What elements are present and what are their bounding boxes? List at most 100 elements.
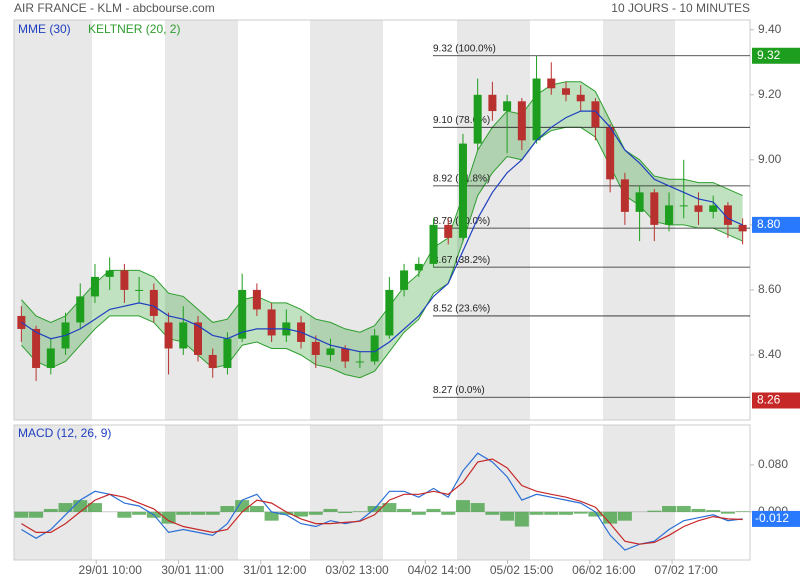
candle-body — [665, 205, 674, 225]
fib-label: 8.67 (38.2%) — [433, 255, 490, 266]
histogram-bar — [426, 508, 441, 512]
candle-body — [414, 263, 423, 271]
price-marker-label: 8.26 — [757, 393, 781, 407]
histogram-bar — [176, 511, 191, 515]
fib-label: 8.27 (0.0%) — [433, 385, 485, 396]
histogram-bar — [249, 506, 264, 512]
histogram-bar — [514, 511, 529, 527]
y-tick-label: 8.40 — [758, 347, 782, 361]
histogram-bar — [735, 511, 750, 512]
price-marker — [752, 47, 800, 64]
histogram-bar — [352, 511, 367, 512]
histogram-bar — [485, 511, 500, 515]
candle-body — [355, 361, 364, 363]
candle-body — [311, 341, 320, 355]
histogram-bar — [279, 511, 294, 515]
histogram-bar — [73, 500, 88, 512]
macd-line — [21, 458, 743, 545]
histogram-bar — [338, 511, 353, 514]
x-tick-label: 30/01 11:00 — [161, 563, 224, 577]
candle-body — [606, 127, 615, 180]
histogram-bar — [617, 511, 632, 521]
histogram-bar — [220, 506, 235, 512]
y-tick-label: 9.20 — [758, 87, 782, 101]
page-title: AIR FRANCE - KLM - abcbourse.com — [14, 1, 215, 15]
candle-body — [738, 224, 747, 232]
histogram-bar — [441, 511, 456, 515]
day-shading — [14, 20, 675, 560]
price-marker-label: 9.32 — [757, 48, 781, 62]
candle-body — [32, 328, 41, 368]
candle-body — [723, 205, 732, 225]
histogram-bar — [411, 511, 426, 515]
shade — [14, 425, 92, 560]
candle-body — [208, 354, 217, 368]
candle-body — [341, 348, 350, 362]
candle-body — [679, 205, 688, 207]
histogram-bar — [647, 510, 662, 512]
candle-body — [576, 94, 585, 102]
histogram-bar — [662, 506, 677, 512]
y-tick-label: 9.00 — [758, 152, 782, 166]
histogram-bar — [29, 511, 44, 518]
histogram-bar — [43, 508, 58, 512]
histogram-bar — [588, 511, 603, 517]
candle-body — [429, 224, 438, 264]
histogram-bar — [573, 511, 588, 514]
candle-body — [179, 322, 188, 349]
y-tick-label: 8.60 — [758, 282, 782, 296]
histogram-bar — [676, 506, 691, 512]
candle-body — [473, 94, 482, 144]
x-tick-label: 04/02 14:00 — [408, 563, 472, 577]
histogram-bar — [500, 511, 515, 521]
candle-body — [135, 289, 144, 291]
histogram-bar — [308, 511, 323, 515]
histogram-bar — [87, 503, 102, 512]
histogram-bar — [470, 503, 485, 512]
candle-body — [503, 101, 512, 112]
histogram-bar — [14, 511, 29, 518]
macd-line — [21, 452, 743, 551]
candle-body — [149, 289, 158, 316]
shade — [603, 20, 675, 420]
histogram-bar — [58, 503, 73, 512]
y-tick-label: 0.080 — [758, 457, 788, 471]
histogram-bar — [559, 511, 573, 515]
fib-label: 9.32 (100.0%) — [433, 43, 496, 54]
histogram-bar — [720, 511, 735, 514]
histogram-bar — [544, 511, 559, 515]
candle-body — [46, 348, 55, 368]
candle-body — [532, 78, 541, 141]
mme-line — [21, 110, 743, 353]
macd-marker — [752, 510, 800, 527]
histogram-bar — [529, 511, 544, 515]
histogram-bar — [235, 500, 250, 512]
price-frame — [13, 19, 751, 421]
shade — [603, 425, 675, 560]
legend-mme: MME (30) — [18, 22, 71, 36]
price-marker-label: 8.80 — [757, 217, 781, 231]
candle-body — [488, 94, 497, 112]
x-tick-label: 06/02 16:00 — [572, 563, 636, 577]
candle-body — [223, 338, 232, 368]
histogram-bar — [264, 511, 279, 521]
candle-body — [90, 276, 99, 297]
histogram-bar — [382, 503, 397, 512]
candle-body — [444, 224, 453, 238]
candle-body — [591, 101, 600, 128]
macd-title: MACD (12, 26, 9) — [18, 426, 111, 440]
fib-label: 8.52 (23.6%) — [433, 304, 490, 315]
keltner-band — [21, 81, 743, 378]
period: 10 JOURS - 10 MINUTES — [611, 1, 750, 15]
histogram-bar — [161, 511, 176, 524]
x-tick-label: 07/02 17:00 — [654, 563, 718, 577]
candle-body — [458, 143, 467, 238]
histogram-bar — [603, 511, 618, 524]
candle-body — [709, 205, 718, 212]
shade — [457, 425, 530, 560]
candle-body — [650, 192, 659, 225]
candle-body — [620, 179, 629, 212]
candle-body — [385, 289, 394, 336]
histogram-bar — [132, 511, 147, 515]
histogram-bar — [323, 508, 338, 512]
